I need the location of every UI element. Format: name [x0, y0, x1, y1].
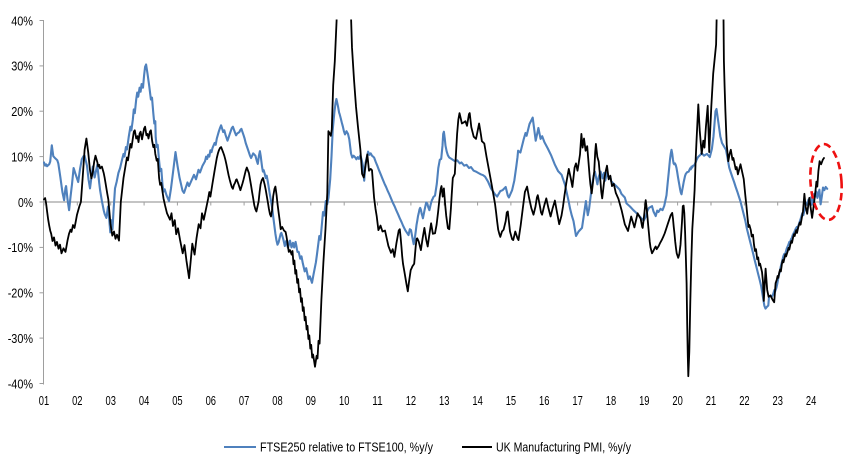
svg-text:UK Manufacturing PMI, %y/y: UK Manufacturing PMI, %y/y — [496, 441, 632, 455]
svg-text:02: 02 — [72, 393, 82, 408]
svg-text:40%: 40% — [11, 13, 33, 28]
svg-text:13: 13 — [439, 393, 449, 408]
svg-text:15: 15 — [506, 393, 516, 408]
svg-text:22: 22 — [739, 393, 749, 408]
svg-text:12: 12 — [406, 393, 416, 408]
svg-text:FTSE250 relative to FTSE100, %: FTSE250 relative to FTSE100, %y/y — [260, 441, 434, 455]
svg-text:-20%: -20% — [8, 286, 34, 301]
svg-text:-10%: -10% — [8, 240, 34, 255]
svg-text:19: 19 — [639, 393, 649, 408]
svg-text:16: 16 — [539, 393, 549, 408]
svg-text:06: 06 — [206, 393, 216, 408]
svg-text:21: 21 — [706, 393, 716, 408]
svg-text:11: 11 — [372, 393, 382, 408]
svg-text:17: 17 — [572, 393, 582, 408]
svg-text:09: 09 — [306, 393, 316, 408]
svg-text:20%: 20% — [11, 104, 33, 119]
svg-text:01: 01 — [39, 393, 49, 408]
svg-text:18: 18 — [606, 393, 616, 408]
svg-text:-30%: -30% — [8, 331, 34, 346]
svg-text:03: 03 — [106, 393, 116, 408]
svg-text:23: 23 — [773, 393, 783, 408]
svg-text:07: 07 — [239, 393, 249, 408]
svg-text:05: 05 — [172, 393, 182, 408]
svg-text:10: 10 — [339, 393, 349, 408]
svg-text:30%: 30% — [11, 59, 33, 74]
svg-text:24: 24 — [806, 393, 816, 408]
svg-text:04: 04 — [139, 393, 149, 408]
svg-text:-40%: -40% — [8, 376, 34, 391]
svg-text:10%: 10% — [11, 149, 33, 164]
svg-text:20: 20 — [672, 393, 682, 408]
svg-text:0%: 0% — [18, 195, 33, 210]
svg-text:14: 14 — [472, 393, 482, 408]
svg-text:08: 08 — [272, 393, 282, 408]
